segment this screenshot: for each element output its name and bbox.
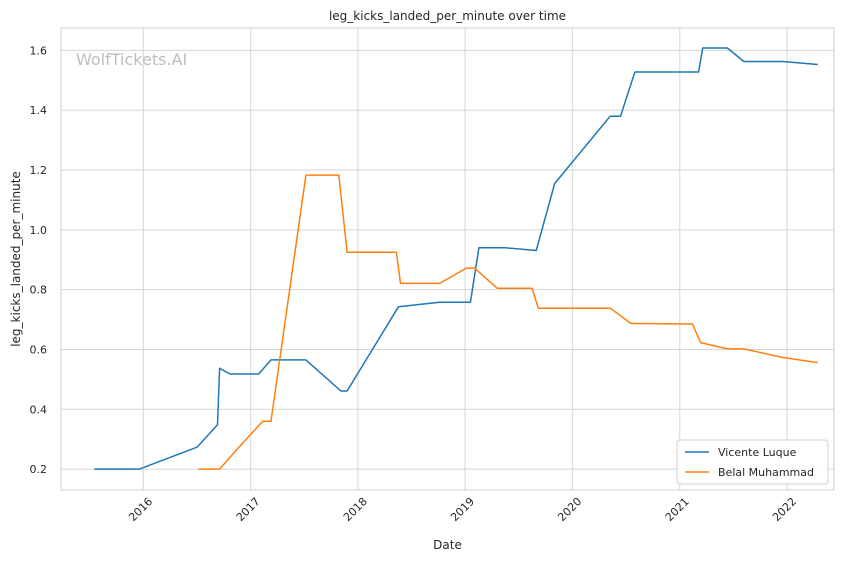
x-tick-label: 2022 [770, 495, 799, 524]
plot-frame [60, 27, 835, 491]
y-tick-label: 1.4 [30, 104, 48, 117]
y-tick-label: 0.6 [30, 343, 48, 356]
legend-entry: Vicente Luque [718, 446, 797, 459]
x-tick-label: 2017 [234, 495, 263, 524]
y-axis-label: leg_kicks_landed_per_minute [9, 171, 23, 347]
y-tick-label: 0.4 [30, 403, 48, 416]
legend-entry: Belal Muhammad [718, 466, 814, 479]
y-tick-label: 1.2 [30, 164, 48, 177]
series-lines [94, 47, 818, 470]
y-tick-label: 1.6 [30, 44, 48, 57]
legend-box [676, 439, 829, 485]
x-tick-label: 2016 [126, 495, 155, 524]
grid [61, 28, 834, 490]
x-tick-label: 2020 [555, 495, 584, 524]
x-axis-label: Date [433, 538, 462, 552]
y-tick-label: 1.0 [30, 224, 48, 237]
x-tick-label: 2021 [663, 495, 692, 524]
chart-title: leg_kicks_landed_per_minute over time [329, 9, 566, 23]
watermark-text: WolfTickets.AI [76, 50, 187, 69]
y-tick-label: 0.2 [30, 463, 48, 476]
x-tick-label: 2018 [341, 495, 370, 524]
series-line-vicente-luque [94, 47, 818, 470]
legend: Vicente Luque Belal Muhammad [676, 439, 829, 485]
x-tick-label: 2019 [448, 495, 477, 524]
y-tick-label: 0.8 [30, 284, 48, 297]
series-line-belal-muhammad [198, 174, 818, 470]
